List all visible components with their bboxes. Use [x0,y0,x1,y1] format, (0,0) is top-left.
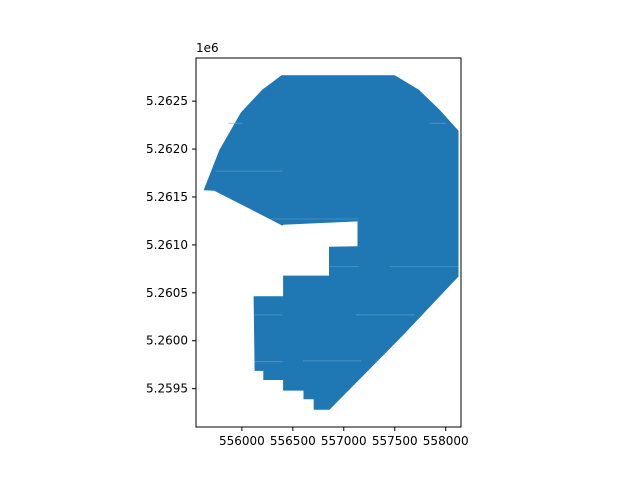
y-tick-label-2: 5.2605 [146,286,188,300]
x-tick-label-4: 558000 [423,434,469,448]
axes-frame [195,57,462,428]
x-tick-label-2: 557000 [321,434,367,448]
y-tick-label-6: 5.2625 [146,94,188,108]
y-tick-label-1: 5.2600 [146,334,188,348]
region-internal-boundaries [215,122,459,363]
region-polygon [203,75,459,410]
x-tick-label-0: 556000 [219,434,265,448]
plot-area [203,75,459,410]
y-tick-label-5: 5.2620 [146,142,188,156]
y-tick-label-3: 5.2610 [146,238,188,252]
x-tick-label-3: 557500 [372,434,418,448]
y-tick-label-0: 5.2595 [146,382,188,396]
x-tick-label-1: 556500 [270,434,316,448]
y-axis: 5.2595 5.2600 5.2605 5.2610 5.2615 5.2620 5.26… [146,94,196,396]
x-axis: 556000 556500 557000 557500 558000 [219,427,469,448]
y-axis-offset-label: 1e6 [196,41,219,55]
y-tick-label-4: 5.2615 [146,190,188,204]
